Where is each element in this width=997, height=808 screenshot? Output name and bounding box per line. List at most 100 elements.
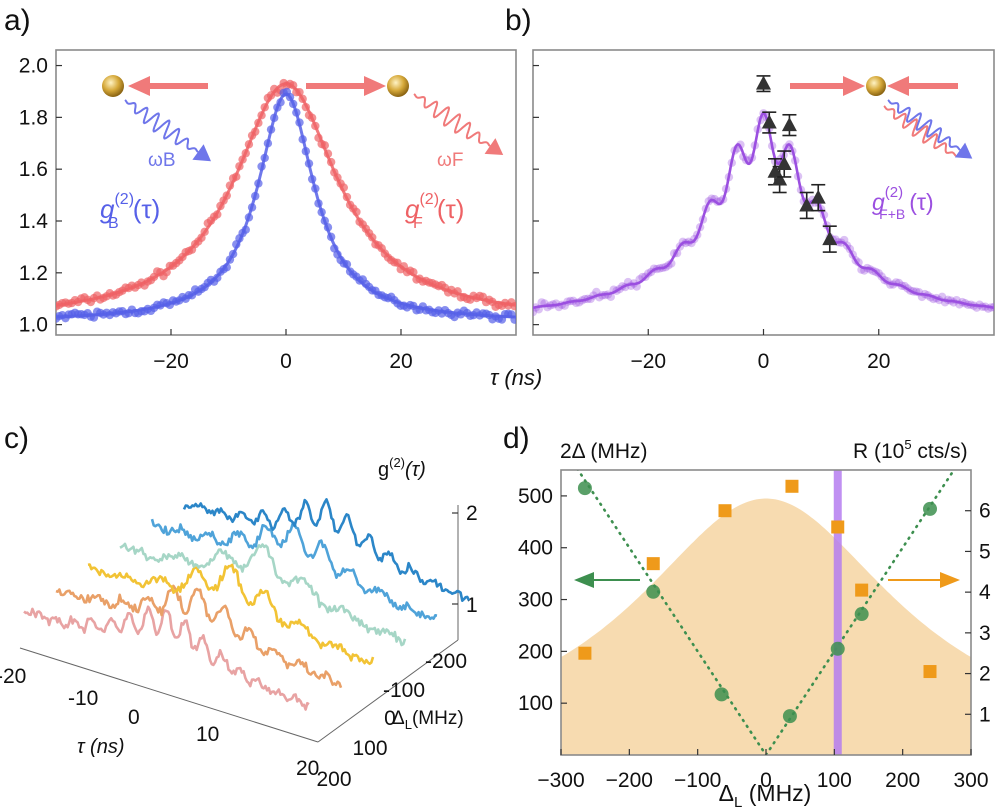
x-tick-label: 0	[758, 350, 770, 373]
markers-d	[577, 479, 937, 724]
axes-d: −300 −200 −100 0 100 200 300 100 200 300 400 500 1 2 3…	[518, 485, 991, 792]
gfb-label: g(2) F+B (τ)	[872, 184, 934, 222]
z-tick-label-c: 1	[466, 594, 478, 617]
z-axis-title-c: g(2)(τ)	[378, 455, 426, 481]
x-axis-title-ab: τ (ns)	[490, 365, 542, 390]
wave-arrowhead-red-icon	[484, 138, 504, 155]
y-right-tick-label: 3	[979, 622, 991, 645]
wave-arrowhead-icon-b	[954, 142, 973, 159]
y-tick-label: 1.4	[19, 210, 49, 233]
triangle-marker	[756, 75, 771, 90]
y-axis-line-c	[317, 639, 459, 743]
y-left-title-d: 2Δ (MHz)	[560, 440, 648, 463]
panel-label-c: c)	[4, 422, 29, 455]
arrow-left-icon	[128, 76, 208, 96]
y-right-tick-label: 6	[979, 500, 991, 523]
arrow-right-icon-b	[790, 76, 865, 96]
fluorescence-envelope	[561, 498, 971, 755]
y-tick-label-c: -100	[383, 679, 425, 702]
panel-label-b: b)	[505, 4, 532, 37]
arrow-left-icon-b	[887, 76, 958, 96]
circle-marker	[830, 641, 845, 656]
y-left-tick-label: 300	[518, 589, 553, 612]
triangle-marker	[772, 171, 788, 186]
y-right-tick-label: 1	[979, 703, 991, 726]
y-right-tick-label: 4	[979, 581, 991, 604]
x-tick-label: 20	[389, 350, 412, 373]
x-tick-label-c: -10	[68, 687, 98, 710]
x-tick-label: 20	[867, 350, 890, 373]
y-tick-label: 1.2	[19, 262, 48, 285]
square-marker	[646, 557, 660, 571]
y-axis-a: 1.0 1.2 1.4 1.6 1.8 2.0	[19, 55, 62, 337]
x-tick-label-c: 0	[128, 706, 140, 729]
arrow-left-green-icon	[574, 572, 640, 588]
x-axis-b: −20 0 20	[630, 329, 890, 373]
z-tick-label-c: 2	[466, 502, 478, 525]
triangle-marker	[781, 117, 797, 132]
guide-line-2delta	[576, 470, 956, 755]
x-axis-a: −20 0 20	[153, 329, 413, 373]
arrow-right-orange-icon	[888, 572, 960, 588]
square-marker	[923, 665, 937, 679]
square-marker	[578, 646, 592, 660]
y-tick-label: 2.0	[19, 55, 48, 78]
trace-line	[182, 498, 471, 602]
x-tick-label: −200	[606, 769, 653, 792]
x-axis-title-c: τ (ns)	[77, 736, 124, 758]
y-axis-title-c: ΔL(MHz)	[392, 708, 464, 732]
y-ticks-b	[533, 64, 539, 326]
y-left-tick-label: 500	[518, 485, 553, 508]
wave-photon-red-icon	[413, 93, 491, 147]
x-tick-label: −20	[153, 350, 189, 373]
fit-curve	[56, 92, 516, 319]
wave-photon-blue-icon-b	[887, 99, 961, 151]
panel-a: a) 1.0 1.2 1.4 1.6 1.8 2.0 −20 0 20 ωB ωF g(2) B…	[4, 4, 517, 373]
circle-marker	[782, 709, 797, 724]
y-tick-label-c: -200	[425, 650, 467, 673]
trace-line	[119, 542, 407, 647]
y-right-tick-label: 5	[979, 540, 991, 563]
panel-label-a: a)	[4, 4, 31, 37]
y-tick-label: 1.0	[19, 314, 48, 337]
x-tick-label: 0	[280, 350, 292, 373]
triangle-marker	[761, 114, 777, 129]
y-left-tick-label: 200	[518, 640, 553, 663]
data-point	[533, 307, 538, 317]
x-axis-line-c	[19, 647, 319, 743]
gf-label: g(2) F (τ)	[405, 191, 464, 232]
triangle-marker	[822, 231, 838, 246]
particle-icon-right	[387, 75, 409, 97]
circle-marker	[577, 481, 592, 496]
square-marker	[785, 479, 799, 493]
fit-curve	[56, 82, 516, 307]
panel-d: d) 2Δ (MHz) R (105 cts/s) −300 −200 −100 0 1…	[503, 422, 991, 808]
particle-icon-b	[866, 76, 886, 96]
particle-icon-left	[102, 75, 124, 97]
x-axis-title-d: ΔL (MHz)	[719, 780, 812, 808]
arrow-right-icon	[306, 76, 386, 96]
wave-photon-blue-icon	[124, 99, 199, 153]
y-left-tick-label: 400	[518, 537, 553, 560]
triangle-markers-b	[756, 75, 838, 253]
triangle-marker	[810, 189, 826, 204]
fit-curves-a	[56, 82, 516, 319]
x-tick-label: 0	[760, 769, 772, 792]
triangle-marker	[776, 156, 792, 170]
square-marker	[831, 520, 845, 534]
data-point	[537, 298, 546, 307]
panel-label-d: d)	[503, 422, 530, 455]
circle-marker	[714, 687, 729, 702]
circle-marker	[646, 584, 661, 599]
x-tick-label: 100	[817, 769, 852, 792]
x-tick-label: −20	[630, 350, 666, 373]
omega-b-label: ωB	[148, 150, 176, 171]
square-marker	[855, 583, 869, 597]
x-tick-label: 200	[885, 769, 920, 792]
panel-b: b) −20 0 20 g(2) F+B (τ)	[505, 4, 995, 373]
circle-marker	[854, 607, 869, 622]
x-tick-label: 300	[953, 769, 988, 792]
